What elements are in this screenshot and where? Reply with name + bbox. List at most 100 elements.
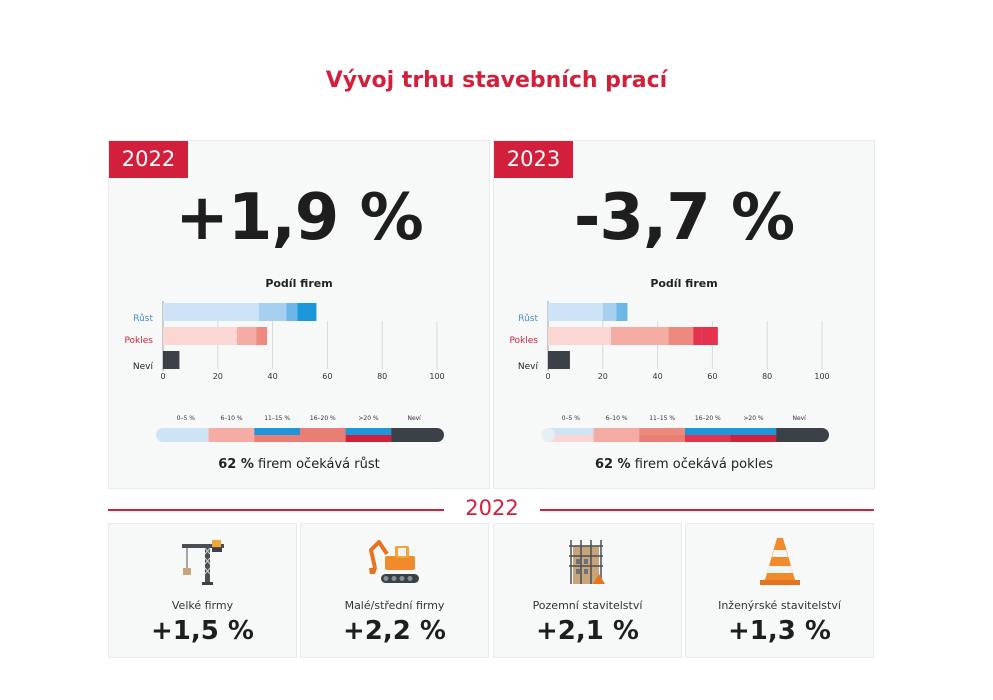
page-title: Vývoj trhu stavebních prací [325, 68, 668, 93]
legend-label: 11–15 % [264, 415, 290, 422]
legend-swatch [254, 435, 301, 442]
legend-label: >20 % [358, 415, 379, 422]
legend-swatch [208, 428, 255, 435]
segment-value: +2,1 % [536, 616, 639, 646]
legend-cap [541, 428, 555, 442]
summary-text: firem očekává pokles [630, 457, 774, 472]
bar-segment [163, 303, 259, 321]
legend-label: 16–20 % [695, 415, 721, 422]
legend-cap [430, 428, 444, 442]
crane-icon [109, 536, 296, 586]
bar-segment [668, 327, 694, 345]
segment-pozemni-stavitelstvi: Pozemní stavitelství +2,1 % [493, 523, 682, 658]
bar-segment [236, 327, 257, 345]
bar-segment [693, 327, 702, 345]
legend-swatch [345, 435, 392, 442]
category-label: Pokles [509, 336, 538, 346]
category-label: Neví [518, 362, 539, 372]
legend-swatch [163, 435, 210, 442]
legend-swatch [776, 435, 823, 442]
chart-title: Podíl firem [265, 277, 333, 290]
x-tick-label: 20 [598, 372, 608, 381]
x-tick-label: 60 [707, 372, 717, 381]
panel-2023: 2023 -3,7 % Podíl firem 0 20 40 60 80 100 Růst… [493, 140, 875, 489]
legend-swatch [163, 428, 210, 435]
legend-cap [156, 428, 170, 442]
bar-segment [297, 303, 317, 321]
bar-segment [548, 327, 612, 345]
segment-velke-firmy: Velké firmy +1,5 % [108, 523, 297, 658]
category-label: Růst [133, 313, 153, 324]
legend-swatch [345, 428, 392, 435]
legend-swatch [685, 428, 732, 435]
big-value: -3,7 % [573, 181, 795, 255]
bar-segment [611, 327, 669, 345]
x-tick-label: 100 [429, 372, 444, 381]
x-tick-label: 20 [213, 372, 223, 381]
bar-segment [701, 327, 718, 345]
legend-label: 0–5 % [177, 415, 196, 422]
bar-segment [256, 327, 268, 345]
x-tick-label: 40 [268, 372, 278, 381]
legend-swatch [300, 435, 347, 442]
legend-swatch [548, 428, 595, 435]
x-tick-label: 80 [377, 372, 387, 381]
bar-segment [548, 303, 603, 321]
bar-chart: 0 20 40 60 80 100 Růst Pokles Neví 0–5 % 6–10 % 11–… [124, 301, 445, 442]
x-tick-label: 0 [160, 372, 165, 381]
x-tick-label: 0 [545, 372, 550, 381]
bar-segment [286, 303, 298, 321]
legend-swatch [391, 435, 438, 442]
category-label: Neví [133, 362, 154, 372]
legend-swatch [208, 435, 255, 442]
chart-title: Podíl firem [650, 277, 718, 290]
big-value: +1,9 % [175, 181, 423, 255]
legend-label: Neví [407, 415, 421, 422]
divider-year: 2022 [465, 496, 519, 520]
summary-text: firem očekává růst [253, 457, 380, 472]
segment-label: Malé/střední firmy [344, 599, 445, 612]
legend-swatch [639, 428, 686, 435]
legend-label: 6–10 % [605, 415, 627, 422]
year-tag: 2023 [494, 141, 573, 178]
summary-percent: 62 % [218, 457, 254, 472]
segment-value: +2,2 % [343, 616, 446, 646]
segment-value: +1,5 % [151, 616, 254, 646]
legend-swatch [685, 435, 732, 442]
traffic-cone-icon [686, 536, 873, 586]
year-tag: 2022 [109, 141, 188, 178]
bar-segment [616, 303, 628, 321]
category-label: Růst [518, 313, 538, 324]
legend-swatch [776, 428, 823, 435]
legend-swatch [593, 428, 640, 435]
divider-line-left [108, 509, 444, 511]
segment-label: Pozemní stavitelství [532, 599, 643, 612]
legend-swatch [548, 435, 595, 442]
legend-swatch [254, 428, 301, 435]
legend-label: 16–20 % [310, 415, 336, 422]
x-tick-label: 80 [762, 372, 772, 381]
legend-label: 0–5 % [562, 415, 581, 422]
summary: 62 % firem očekává pokles [494, 457, 874, 472]
category-label: Pokles [124, 336, 153, 346]
bar-segment [163, 351, 180, 369]
building-icon [494, 536, 681, 586]
bar-chart: 0 20 40 60 80 100 Růst Pokles Neví 0–5 % 6–10 % 11–… [509, 301, 830, 442]
legend-swatch [300, 428, 347, 435]
bar-segment [602, 303, 617, 321]
x-tick-label: 60 [322, 372, 332, 381]
legend-swatch [730, 428, 777, 435]
legend-label: 11–15 % [649, 415, 675, 422]
divider-line-right [540, 509, 874, 511]
legend-swatch [391, 428, 438, 435]
excavator-icon [301, 536, 488, 586]
summary-percent: 62 % [594, 457, 631, 472]
legend-label: 6–10 % [220, 415, 242, 422]
segment-label: Inženýrské stavitelství [718, 599, 841, 612]
legend-swatch [593, 435, 640, 442]
segment-label: Velké firmy [171, 599, 234, 612]
x-tick-label: 100 [814, 372, 829, 381]
legend-label: >20 % [743, 415, 764, 422]
panel-2022: 2022 +1,9 % Podíl firem 0 20 40 60 80 100 Růst… [108, 140, 490, 489]
segment-value: +1,3 % [728, 616, 831, 646]
